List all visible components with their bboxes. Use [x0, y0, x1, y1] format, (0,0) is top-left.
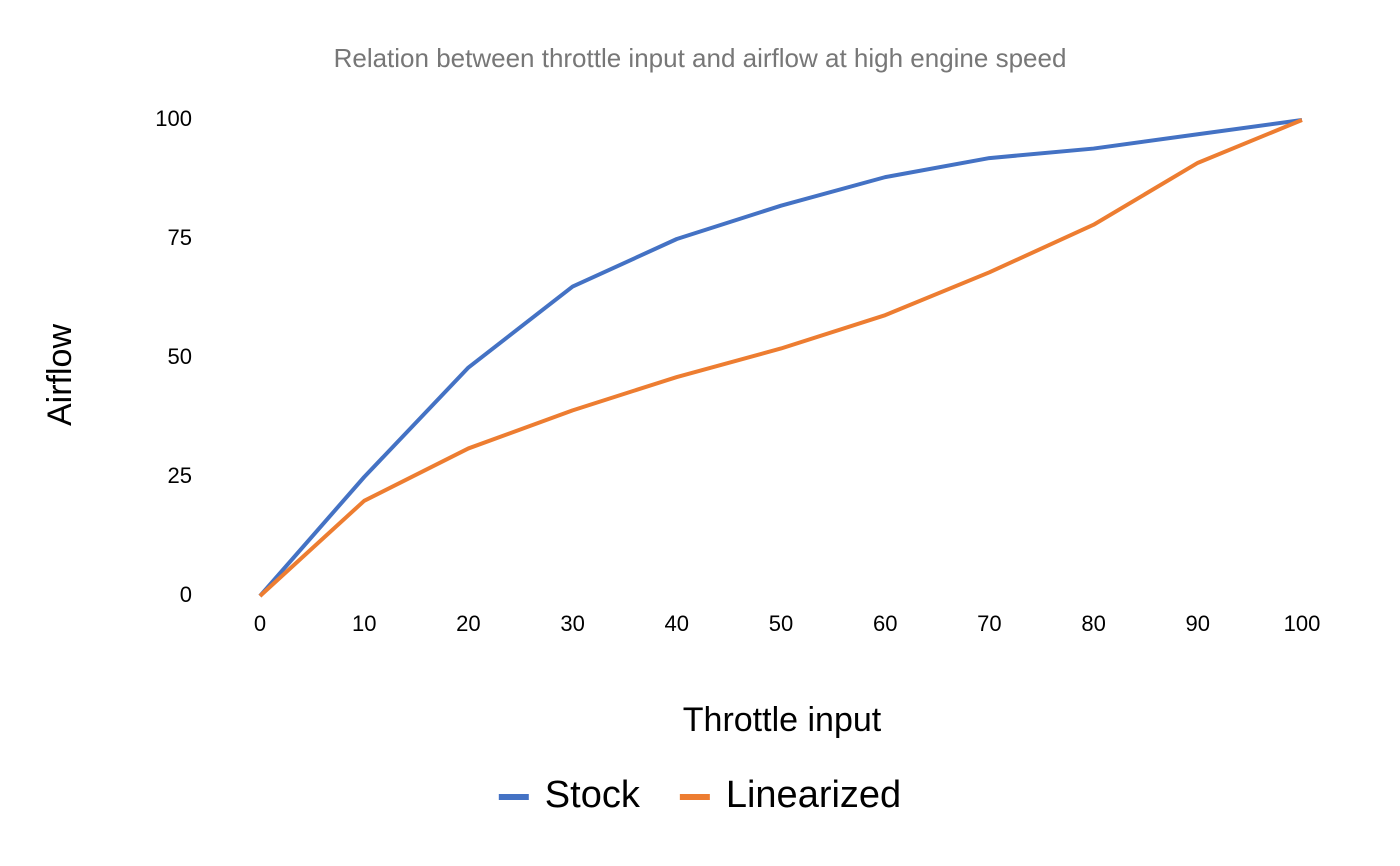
chart-title: Relation between throttle input and airf… — [334, 43, 1067, 73]
x-tick-label: 80 — [1081, 611, 1105, 636]
x-tick-label: 50 — [769, 611, 793, 636]
x-tick-label: 60 — [873, 611, 897, 636]
x-tick-label: 70 — [977, 611, 1001, 636]
x-axis-title: Throttle input — [683, 701, 882, 739]
y-tick-label: 25 — [168, 463, 192, 488]
legend-item: Linearized — [679, 774, 901, 816]
x-tick-label: 100 — [1284, 611, 1321, 636]
legend: Stock Linearized — [498, 774, 901, 816]
y-tick-label: 50 — [168, 344, 192, 369]
legend-swatch — [498, 794, 529, 800]
series-line — [258, 118, 1303, 598]
legend-item: Stock — [498, 774, 641, 816]
series-line — [258, 118, 1303, 598]
y-tick-label: 100 — [155, 106, 192, 131]
x-tick-label: 40 — [665, 611, 689, 636]
x-tick-label: 10 — [352, 611, 376, 636]
x-tick-label: 30 — [560, 611, 584, 636]
y-axis-title: Airflow — [41, 324, 79, 426]
y-tick-label: 75 — [168, 225, 192, 250]
x-tick-label: 0 — [254, 611, 266, 636]
legend-label: Linearized — [726, 774, 901, 816]
legend-swatch — [679, 794, 710, 800]
legend-label: Stock — [545, 774, 641, 816]
x-tick-label: 90 — [1186, 611, 1210, 636]
x-tick-label: 20 — [456, 611, 480, 636]
y-tick-label: 0 — [180, 582, 192, 607]
